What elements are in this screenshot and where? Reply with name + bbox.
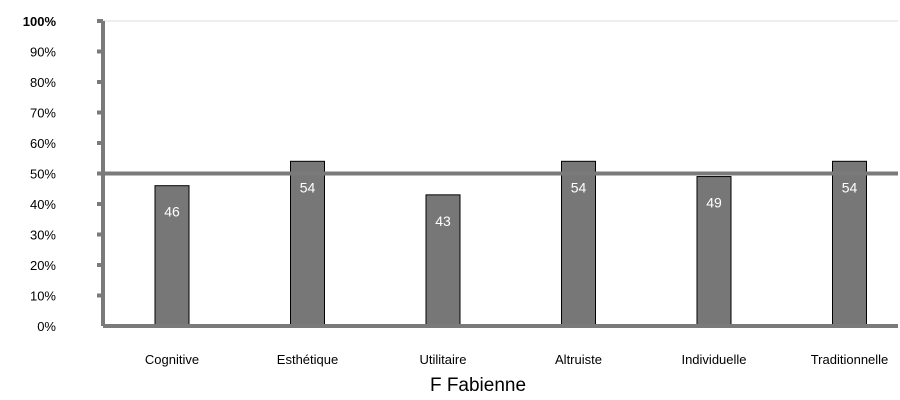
y-tick-label: 40% xyxy=(30,197,56,212)
y-tick-label: 10% xyxy=(30,289,56,304)
y-tick-label: 90% xyxy=(30,45,56,60)
y-tick-label: 100% xyxy=(23,14,57,29)
data-label: 54 xyxy=(300,179,316,195)
data-label: 43 xyxy=(435,213,451,229)
data-label: 54 xyxy=(842,179,858,195)
data-label: 54 xyxy=(571,179,587,195)
x-category-label: Individuelle xyxy=(681,352,746,367)
y-tick-label: 0% xyxy=(37,319,56,334)
y-tick-label: 80% xyxy=(30,75,56,90)
bar xyxy=(425,194,461,327)
y-tick-label: 50% xyxy=(30,167,56,182)
bar xyxy=(561,160,596,327)
x-axis-title: F Fabienne xyxy=(430,375,526,396)
y-tick-label: 20% xyxy=(30,258,56,273)
y-tick-label: 30% xyxy=(30,228,56,243)
bar xyxy=(154,185,190,327)
y-tick-label: 60% xyxy=(30,136,56,151)
x-category-label: Altruiste xyxy=(555,352,602,367)
x-category-label: Traditionnelle xyxy=(811,352,889,367)
data-label: 49 xyxy=(706,195,722,211)
bar xyxy=(290,160,325,327)
data-label: 46 xyxy=(164,204,180,220)
x-category-label: Cognitive xyxy=(145,352,199,367)
x-category-label: Utilitaire xyxy=(420,352,467,367)
y-tick-label: 70% xyxy=(30,106,56,121)
x-category-label: Esthétique xyxy=(277,352,338,367)
